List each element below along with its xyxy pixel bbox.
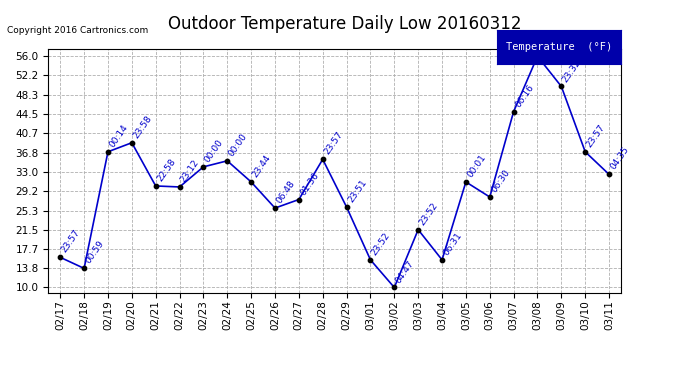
Text: 04:47: 04:47 xyxy=(394,258,416,285)
Point xyxy=(55,254,66,260)
Text: 22:58: 22:58 xyxy=(155,157,177,183)
Point xyxy=(126,140,137,146)
Text: 06:31: 06:31 xyxy=(442,231,464,257)
Point xyxy=(150,183,161,189)
Point xyxy=(532,53,543,59)
Text: Outdoor Temperature Daily Low 20160312: Outdoor Temperature Daily Low 20160312 xyxy=(168,15,522,33)
Text: 06:16: 06:16 xyxy=(513,82,535,109)
Point xyxy=(79,266,90,272)
Point xyxy=(460,179,471,185)
Point xyxy=(365,257,376,263)
Text: Temperature  (°F): Temperature (°F) xyxy=(506,42,612,52)
Point xyxy=(508,109,519,115)
Text: 23:52: 23:52 xyxy=(417,201,440,227)
Text: 23:57: 23:57 xyxy=(585,123,607,149)
Point xyxy=(102,149,113,155)
Point xyxy=(388,285,400,291)
Point xyxy=(484,194,495,200)
Text: 06:30: 06:30 xyxy=(489,168,511,194)
Text: 01:36: 01:36 xyxy=(299,170,321,197)
Text: 23:57: 23:57 xyxy=(60,228,82,255)
Text: 00:14: 00:14 xyxy=(108,123,130,149)
Point xyxy=(437,257,448,263)
Point xyxy=(293,196,304,202)
Text: 23:58: 23:58 xyxy=(131,114,154,140)
Text: 23:51: 23:51 xyxy=(346,178,368,204)
Text: 23:44: 23:44 xyxy=(250,153,273,179)
Text: 00:00: 00:00 xyxy=(203,138,225,164)
Point xyxy=(270,205,281,211)
Point xyxy=(580,149,591,155)
Text: 00:01: 00:01 xyxy=(466,153,488,179)
Point xyxy=(341,204,352,210)
Point xyxy=(604,171,615,177)
Text: Copyright 2016 Cartronics.com: Copyright 2016 Cartronics.com xyxy=(7,26,148,35)
Point xyxy=(174,184,185,190)
Text: 23:57: 23:57 xyxy=(322,130,344,156)
Text: 23:12: 23:12 xyxy=(179,158,201,184)
Point xyxy=(413,226,424,232)
Text: 04:35: 04:35 xyxy=(609,146,631,172)
Text: 00:59: 00:59 xyxy=(83,239,106,266)
Text: 23:32: 23:32 xyxy=(561,57,583,84)
Text: 00:00: 00:00 xyxy=(227,132,249,158)
Point xyxy=(221,158,233,164)
Text: 06:48: 06:48 xyxy=(275,179,297,205)
Point xyxy=(556,84,567,90)
Point xyxy=(317,156,328,162)
Text: 23:52: 23:52 xyxy=(370,231,392,257)
Point xyxy=(198,164,209,170)
Point xyxy=(246,179,257,185)
